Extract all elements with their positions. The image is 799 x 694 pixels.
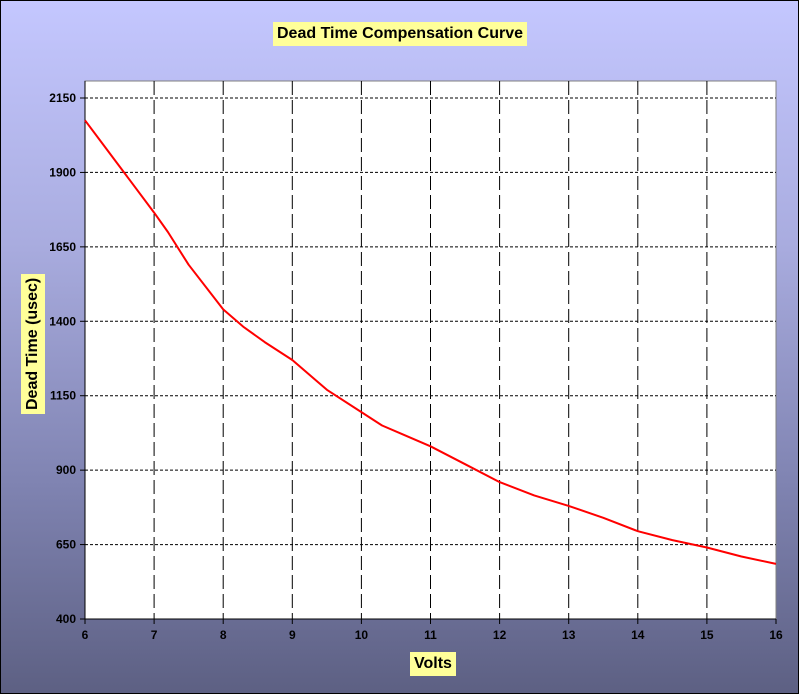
x-tick-label-6: 6 [82, 628, 89, 642]
chart-title: Dead Time Compensation Curve [273, 22, 527, 46]
series-layer [84, 119, 777, 565]
y-tick-label-1650: 1650 [49, 240, 76, 254]
x-axis-title: Volts [410, 652, 456, 676]
y-axis-title: Dead Time (usec) [21, 273, 45, 414]
axis-layer [80, 81, 777, 624]
x-tick-label-7: 7 [151, 628, 158, 642]
series-line-0 [84, 119, 777, 565]
y-tick-label-650: 650 [56, 538, 76, 552]
y-tick-label-1150: 1150 [50, 389, 76, 403]
x-tick-label-16: 16 [769, 628, 783, 642]
x-tick-label-15: 15 [700, 628, 714, 642]
x-tick-label-11: 11 [424, 628, 437, 642]
x-tick-label-14: 14 [631, 628, 645, 642]
y-tick-label-2150: 2150 [49, 91, 76, 105]
x-tick-label-9: 9 [289, 628, 296, 642]
x-tick-label-12: 12 [493, 628, 507, 642]
y-tick-label-400: 400 [56, 612, 76, 626]
y-tick-label-900: 900 [56, 463, 76, 477]
x-tick-label-13: 13 [562, 628, 576, 642]
x-tick-label-10: 10 [355, 628, 369, 642]
x-tick-label-8: 8 [220, 628, 227, 642]
grid-layer [85, 81, 776, 619]
tick-label-layer: 6 7 8 9 10 11 12 13 14 15 16 400 650 900 1150 1400 1650 1… [49, 91, 783, 642]
y-tick-label-1900: 1900 [49, 165, 76, 179]
y-tick-label-1400: 1400 [49, 314, 76, 328]
